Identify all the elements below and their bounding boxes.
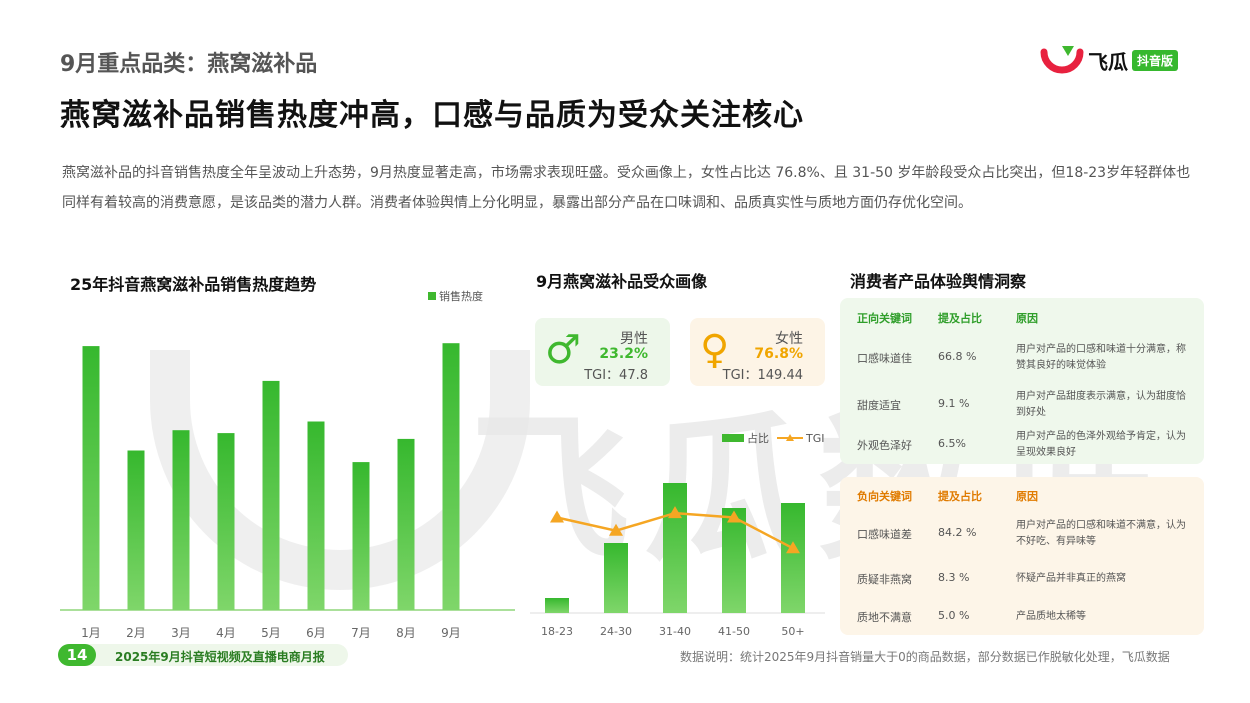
male-card: ♂ 男性 23.2% TGI：47.8: [535, 318, 670, 386]
positive-ratio: 6.5%: [938, 437, 966, 450]
trend-bar: [127, 450, 145, 610]
trend-legend-label: 销售热度: [439, 290, 483, 303]
positive-header-keyword: 正向关键词: [857, 312, 912, 325]
trend-bar: [82, 346, 100, 610]
opinion-title: 消费者产品体验舆情洞察: [850, 272, 1027, 291]
share-bar: [604, 543, 628, 613]
logo: 飞瓜 抖音版: [1040, 44, 1179, 76]
audience-legend: 占比 TGI: [722, 430, 825, 446]
report-name: 2025年9月抖音短视频及直播电商月报: [115, 650, 325, 664]
audience-legend-line: TGI: [806, 431, 825, 445]
share-bar: [781, 503, 805, 613]
audience-chart: 18-23 24-30 31-40 41-50 50+: [530, 483, 825, 638]
negative-header-keyword: 负向关键词: [857, 490, 912, 503]
female-tgi: TGI：149.44: [722, 368, 803, 383]
logo-icon: [1040, 46, 1084, 74]
positive-header-ratio: 提及占比: [938, 312, 982, 325]
audience-chart-title: 9月燕窝滋补品受众画像: [536, 272, 708, 291]
legend-bar-swatch: [722, 434, 744, 442]
negative-header-ratio: 提及占比: [938, 490, 982, 503]
x-tick-label: 6月: [306, 626, 326, 640]
tgi-point: [786, 541, 800, 554]
tgi-point: [550, 510, 564, 523]
positive-reason: 用户对产品的色泽外观给予肯定，认为呈现效果良好: [1016, 431, 1186, 458]
audience-legend-bar: 占比: [747, 432, 769, 445]
negative-ratio: 8.3 %: [938, 571, 970, 584]
negative-table: 负向关键词 提及占比 原因 口感味道差 84.2 % 用户对产品的口感和味道不满…: [840, 477, 1204, 635]
x-tick-label: 18-23: [541, 625, 573, 638]
positive-table: 正向关键词 提及占比 原因 口感味道佳 66.8 % 用户对产品的口感和味道十分…: [840, 298, 1204, 464]
tgi-point: [668, 506, 682, 519]
trend-bar: [262, 380, 280, 610]
x-tick-label: 31-40: [659, 625, 691, 638]
positive-ratio: 66.8 %: [938, 350, 977, 363]
female-pct: 76.8%: [754, 346, 803, 362]
positive-reason: 用户对产品甜度表示满意，认为甜度恰到好处: [1016, 391, 1186, 418]
positive-ratio: 9.1 %: [938, 397, 970, 410]
trend-bar: [442, 343, 460, 610]
footer-bar: [58, 644, 348, 666]
negative-reason: 用户对产品的口感和味道不满意，认为不好吃、有异味等: [1016, 520, 1186, 547]
negative-header-reason: 原因: [1016, 490, 1038, 503]
positive-keyword: 口感味道佳: [857, 352, 912, 365]
x-tick-label: 1月: [81, 626, 101, 640]
x-tick-label: 50+: [781, 625, 804, 638]
negative-keyword: 质地不满意: [857, 611, 912, 624]
page-title: 燕窝滋补品销售热度冲高，口感与品质为受众关注核心: [60, 98, 804, 133]
female-icon: ♀: [700, 327, 730, 373]
negative-ratio: 84.2 %: [938, 526, 977, 539]
negative-reason: 产品质地太稀等: [1016, 611, 1086, 622]
female-card: ♀ 女性 76.8% TGI：149.44: [690, 318, 825, 386]
trend-legend: 销售热度: [428, 288, 483, 304]
female-label: 女性: [775, 331, 803, 347]
intro-paragraph: 燕窝滋补品的抖音销售热度全年呈波动上升态势，9月热度显著走高，市场需求表现旺盛。…: [62, 165, 1191, 211]
x-tick-label: 5月: [261, 626, 281, 640]
tgi-point: [727, 510, 741, 523]
negative-keyword: 质疑非燕窝: [857, 573, 912, 586]
x-tick-label: 7月: [351, 626, 371, 640]
trend-chart: 1月 2月 3月 4月 5月 6月 7月 8月 9月: [60, 343, 515, 640]
data-note: 数据说明：统计2025年9月抖音销量大于0的商品数据，部分数据已作脱敏化处理，飞…: [680, 650, 1170, 664]
trend-bar: [397, 438, 415, 610]
section-title: 9月重点品类：燕窝滋补品: [60, 52, 318, 77]
trend-bar: [352, 462, 370, 610]
page-number: 14: [58, 644, 96, 666]
positive-reason: 用户对产品的口感和味道十分满意，称赞其良好的味觉体验: [1016, 344, 1186, 371]
tgi-point: [609, 523, 623, 536]
trend-chart-title: 25年抖音燕窝滋补品销售热度趋势: [70, 275, 317, 294]
positive-header-reason: 原因: [1016, 312, 1038, 325]
negative-ratio: 5.0 %: [938, 609, 970, 622]
x-tick-label: 2月: [126, 626, 146, 640]
positive-keyword: 外观色泽好: [857, 439, 912, 452]
logo-tag: 抖音版: [1132, 49, 1179, 71]
male-label: 男性: [620, 331, 648, 347]
x-tick-label: 3月: [171, 626, 191, 640]
negative-reason: 怀疑产品并非真正的燕窝: [1016, 573, 1126, 584]
trend-bar: [307, 421, 325, 610]
x-tick-label: 41-50: [718, 625, 750, 638]
positive-keyword: 甜度适宜: [857, 399, 901, 412]
x-tick-label: 24-30: [600, 625, 632, 638]
trend-bar: [217, 433, 235, 610]
share-bar: [722, 508, 746, 613]
legend-swatch: [428, 292, 436, 300]
x-tick-label: 8月: [396, 626, 416, 640]
legend-line-swatch: [777, 434, 803, 441]
share-bar: [545, 598, 569, 613]
x-tick-label: 4月: [216, 626, 236, 640]
male-tgi: TGI：47.8: [584, 368, 648, 383]
trend-bar: [172, 430, 190, 610]
negative-keyword: 口感味道差: [857, 528, 912, 541]
logo-text: 飞瓜: [1088, 49, 1128, 74]
share-bar: [663, 483, 687, 613]
male-pct: 23.2%: [599, 346, 648, 362]
male-icon: ♂: [545, 327, 581, 373]
x-tick-label: 9月: [441, 626, 461, 640]
